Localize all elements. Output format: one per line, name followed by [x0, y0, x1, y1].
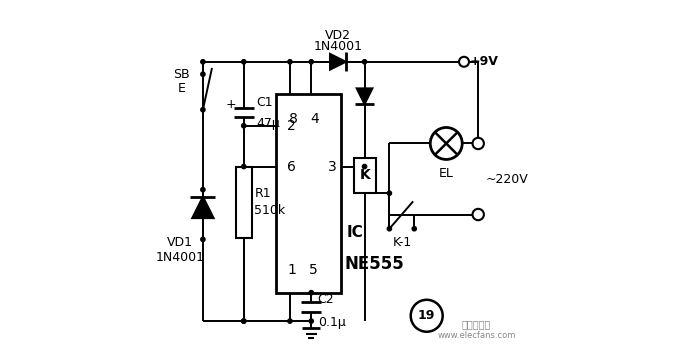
- Text: 3: 3: [328, 160, 337, 174]
- Circle shape: [201, 237, 205, 242]
- Text: 1N4001: 1N4001: [155, 251, 204, 263]
- Text: IC: IC: [347, 225, 364, 240]
- Circle shape: [362, 164, 366, 169]
- Circle shape: [411, 300, 443, 332]
- Circle shape: [387, 191, 391, 195]
- Circle shape: [241, 319, 246, 323]
- Text: 1N4001: 1N4001: [313, 40, 362, 53]
- Polygon shape: [357, 88, 373, 104]
- Circle shape: [241, 164, 246, 169]
- Circle shape: [201, 72, 205, 76]
- Text: K: K: [359, 169, 371, 183]
- Bar: [276, 94, 342, 293]
- Text: 0.1μ: 0.1μ: [317, 316, 346, 329]
- Circle shape: [309, 291, 313, 295]
- Circle shape: [412, 227, 416, 231]
- Circle shape: [362, 60, 366, 64]
- Text: SB: SB: [173, 68, 190, 81]
- Circle shape: [309, 319, 313, 323]
- Circle shape: [241, 319, 246, 323]
- Circle shape: [459, 57, 469, 67]
- Text: 1: 1: [287, 262, 296, 277]
- Text: 8: 8: [289, 112, 298, 126]
- Text: C2: C2: [317, 293, 334, 306]
- Circle shape: [473, 138, 484, 149]
- Text: ~220V: ~220V: [486, 173, 529, 185]
- Text: 47μ: 47μ: [256, 117, 280, 130]
- Text: +9V: +9V: [469, 55, 498, 68]
- Circle shape: [201, 60, 205, 64]
- Bar: [354, 158, 376, 193]
- Circle shape: [201, 108, 205, 112]
- Circle shape: [431, 127, 462, 159]
- Text: 5: 5: [308, 262, 317, 277]
- Circle shape: [241, 124, 246, 128]
- Text: www.elecfans.com: www.elecfans.com: [437, 331, 515, 340]
- Text: C1: C1: [256, 96, 273, 109]
- Polygon shape: [330, 54, 346, 69]
- Text: 2: 2: [287, 119, 296, 133]
- Text: R1: R1: [255, 187, 271, 200]
- Circle shape: [473, 209, 484, 220]
- Polygon shape: [193, 197, 214, 218]
- Circle shape: [387, 227, 391, 231]
- Text: K-1: K-1: [393, 236, 412, 250]
- Text: +: +: [226, 98, 237, 111]
- Text: EL: EL: [439, 167, 454, 180]
- Text: 4: 4: [310, 112, 319, 126]
- Text: 19: 19: [418, 309, 435, 322]
- Text: 电子发烧友: 电子发烧友: [462, 320, 491, 330]
- Circle shape: [201, 188, 205, 192]
- Circle shape: [288, 319, 292, 323]
- Circle shape: [288, 60, 292, 64]
- Text: 510k: 510k: [255, 204, 286, 217]
- Text: NE555: NE555: [345, 255, 405, 273]
- Text: E: E: [177, 82, 186, 95]
- Bar: [236, 166, 252, 238]
- Circle shape: [309, 60, 313, 64]
- Text: VD2: VD2: [325, 29, 351, 42]
- Text: 6: 6: [287, 160, 296, 174]
- Text: VD1: VD1: [167, 236, 193, 250]
- Circle shape: [241, 60, 246, 64]
